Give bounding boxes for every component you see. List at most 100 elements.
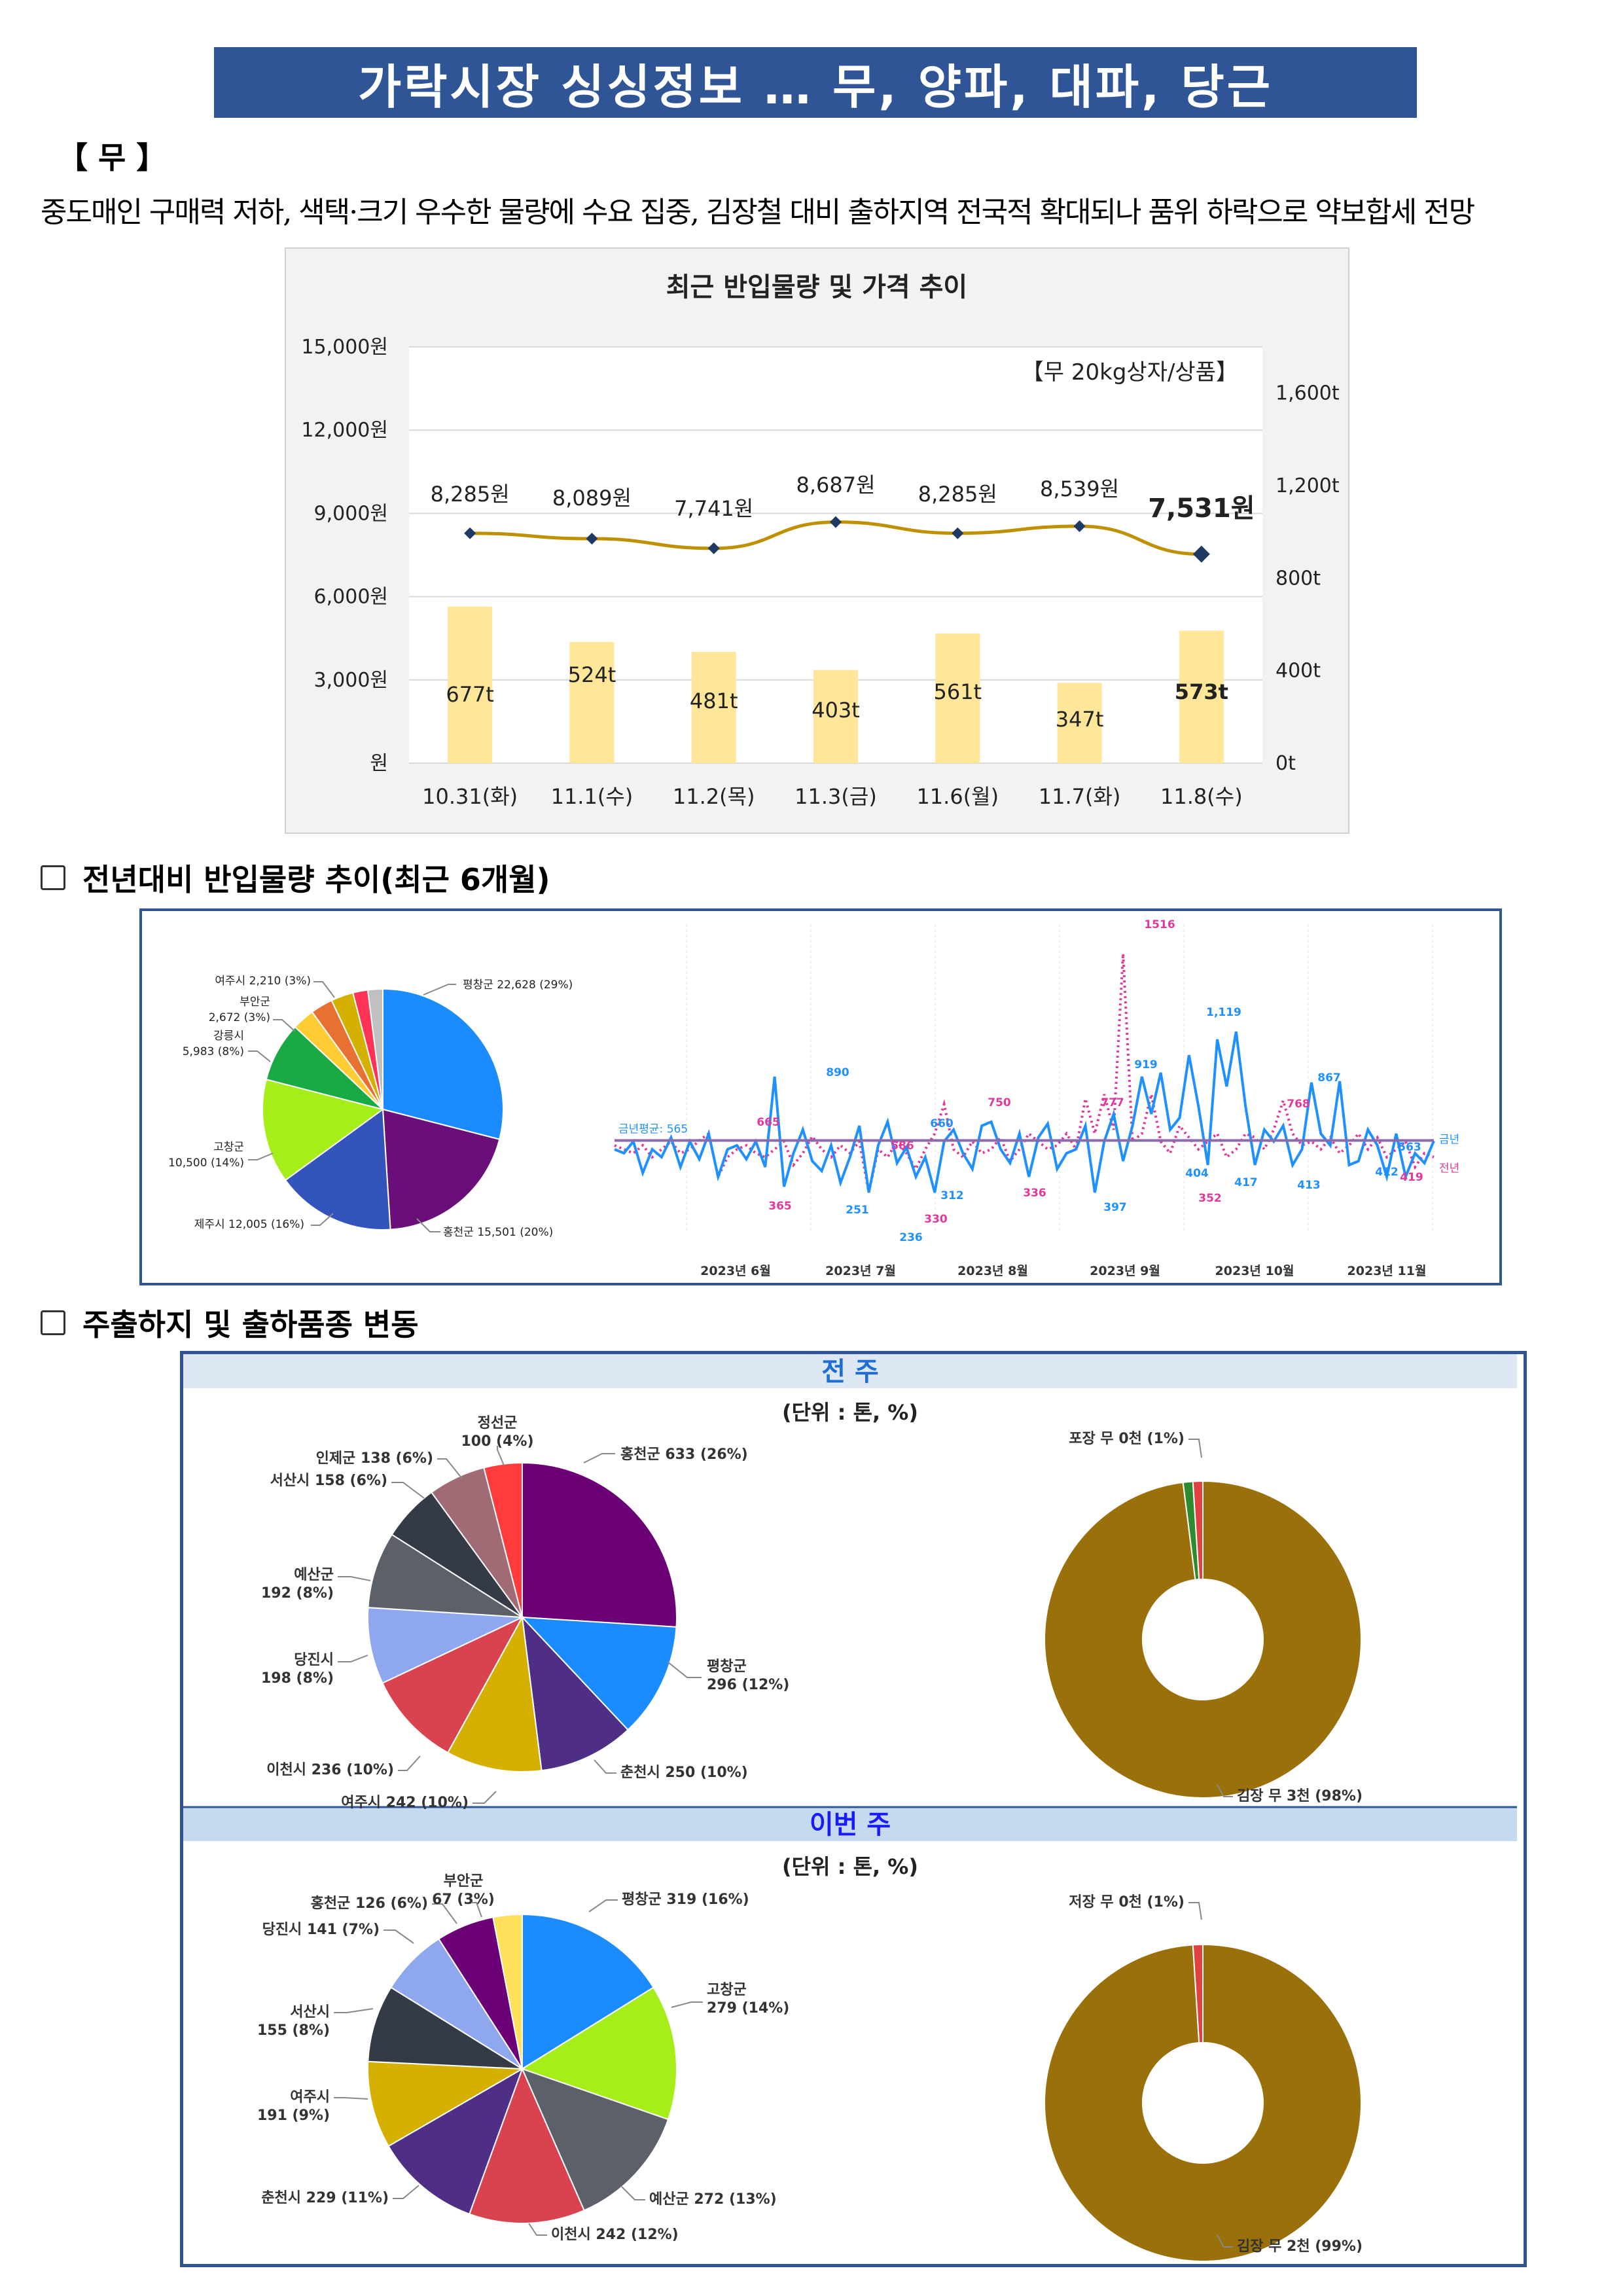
subhead-origin-label: 주출하지 및 출하품종 변동: [82, 1307, 419, 1342]
price-label: 8,089원: [552, 486, 632, 511]
x-tick-label: 11.8(수): [1160, 784, 1243, 809]
origin-chart-svg: 전 주 (단위 : 톤, %) 이번 주 (단위 : 톤, %) 홍천군 633 (26…: [183, 1354, 1517, 2262]
region-leader-prev: [338, 1576, 371, 1581]
y-right-tick-label: 1,600t: [1275, 382, 1340, 405]
line-annotation: 1516: [1144, 918, 1175, 931]
price-label: 8,285원: [431, 482, 510, 507]
volume-label: 561t: [933, 679, 982, 704]
region-label-prev: 여주시 242 (10%): [341, 1795, 469, 1811]
region-label-prev: 홍천군 633 (26%): [620, 1446, 748, 1463]
region-leader-prev: [391, 1482, 425, 1499]
y-left-tick-label: 9,000원: [314, 502, 388, 525]
line-annotation: 251: [846, 1204, 869, 1217]
x-month-label: 2023년 6월: [700, 1264, 771, 1278]
region-leader-prev: [437, 1458, 463, 1479]
line-annotation: 330: [924, 1213, 948, 1226]
line-annotation: 1,119: [1206, 1006, 1241, 1019]
prev-region-pie-slice: [382, 1615, 524, 1754]
prev-region-pie-slice: [522, 1462, 677, 1628]
cur-region-pie-slice: [469, 2067, 585, 2224]
y-right-tick-label: 800t: [1275, 567, 1321, 590]
cur-region-pie-slice: [387, 2067, 524, 2215]
price-marker: [1192, 545, 1210, 563]
header-cur: 이번 주: [810, 1810, 891, 1840]
pie-leader: [416, 1218, 440, 1232]
region-label-prev: 인제군 138 (6%): [316, 1450, 433, 1467]
region-label-prev: 이천시 236 (10%): [266, 1762, 394, 1778]
y-left-tick-label: 15,000원: [301, 336, 388, 359]
pie-label: 강릉시: [213, 1030, 244, 1043]
chart-title: 최근 반입물량 및 가격 추이: [666, 272, 968, 302]
line-annotation: 412: [1375, 1166, 1399, 1179]
volume-bar: [935, 633, 980, 763]
region-label-cur: 67 (3%): [432, 1892, 495, 1908]
pie-label: 평창군 22,628 (29%): [463, 978, 573, 992]
pie-leader: [273, 1019, 296, 1032]
pie-label: 여주시 2,210 (3%): [215, 975, 311, 988]
region-label-prev: 296 (12%): [707, 1677, 789, 1693]
checkbox-icon: [41, 865, 65, 890]
pie-leader: [311, 1213, 334, 1226]
region-label-cur: 279 (14%): [707, 2000, 789, 2017]
cur-variety-donut-hole: [1143, 2043, 1263, 2163]
x-tick-label: 10.31(화): [422, 784, 518, 809]
yoy-chart-svg: 평창군 22,628 (29%) 홍천군 15,501 (20%) 제주시 12,0…: [168, 918, 1459, 1278]
price-marker: [952, 527, 964, 539]
pie-leader: [248, 1050, 271, 1062]
line-annotation: 312: [940, 1189, 964, 1202]
region-label-cur: 부안군: [444, 1873, 484, 1890]
region-leader-prev: [338, 1655, 368, 1662]
legend-label: 금년: [1439, 1134, 1459, 1147]
variety-leader-prev: [1217, 1784, 1233, 1797]
price-marker: [830, 516, 842, 528]
region-leader-cur: [334, 2097, 368, 2100]
summary-text: 중도매인 구매력 저하, 색택·크기 우수한 물량에 수요 집중, 김장철 대비…: [41, 196, 1475, 229]
region-leader-cur: [621, 2186, 645, 2200]
cur-region-pie-slice: [367, 1986, 525, 2070]
x-month-label: 2023년 10월: [1215, 1264, 1294, 1278]
volume-bar: [569, 641, 615, 763]
unit-label-cur: (단위 : 톤, %): [782, 1854, 918, 1879]
prev-variety-donut-hole: [1143, 1579, 1263, 1700]
prev-region-pie-slice: [521, 1615, 629, 1772]
cur-region-pie-slice: [520, 1986, 677, 2121]
subhead-yoy-label: 전년대비 반입물량 추이(최근 6개월): [82, 862, 550, 897]
price-volume-chart: 원 3,000원 6,000원 9,000원 12,000원 15,000원 0t 400t 8…: [285, 247, 1349, 834]
origin-6m-pie-slice: [262, 1079, 385, 1181]
region-leader-cur: [383, 1929, 414, 1944]
cur-region-pie-slice: [522, 1913, 654, 2070]
pie-label: 5,983 (8%): [183, 1045, 244, 1058]
x-tick-label: 11.3(금): [794, 784, 877, 809]
x-tick-label: 11.7(화): [1039, 784, 1121, 809]
line-annotation: 352: [1198, 1192, 1222, 1205]
price-label: 7,531원: [1148, 493, 1255, 524]
region-label-prev: 서산시 158 (6%): [270, 1473, 387, 1489]
region-label-cur: 155 (8%): [257, 2022, 330, 2039]
region-label-cur: 예산군 272 (13%): [649, 2191, 777, 2208]
volume-bar: [691, 652, 736, 763]
origin-6m-pie-slice: [366, 988, 383, 1110]
region-leader-prev: [473, 1791, 497, 1804]
pie-label: 10,500 (14%): [168, 1157, 244, 1170]
volume-label: 677t: [446, 682, 494, 707]
region-leader-prev: [398, 1755, 421, 1771]
cur-region-pie-slice: [492, 1913, 523, 2070]
region-label-cur: 홍천군 126 (6%): [311, 1895, 428, 1912]
region-leader-prev: [497, 1446, 505, 1466]
origin-6m-pie-slice: [284, 1108, 391, 1230]
region-label-prev: 예산군: [294, 1567, 334, 1583]
line-annotation: 890: [826, 1066, 849, 1079]
pie-label: 2,672 (3%): [209, 1011, 270, 1024]
line-annotation: 397: [1103, 1201, 1127, 1214]
price-label: 8,687원: [796, 473, 875, 497]
line-annotation: 750: [988, 1096, 1011, 1109]
volume-bar: [1057, 683, 1102, 763]
pie-leader: [423, 984, 456, 996]
line-annotation: 563: [1398, 1141, 1421, 1154]
line-annotation: 417: [1234, 1176, 1258, 1189]
y-left-tick-label: 3,000원: [314, 669, 388, 692]
price-label: 8,285원: [918, 482, 997, 507]
line-annotation: 665: [757, 1116, 780, 1129]
region-label-cur: 191 (9%): [257, 2108, 330, 2124]
volume-label: 403t: [812, 698, 860, 723]
